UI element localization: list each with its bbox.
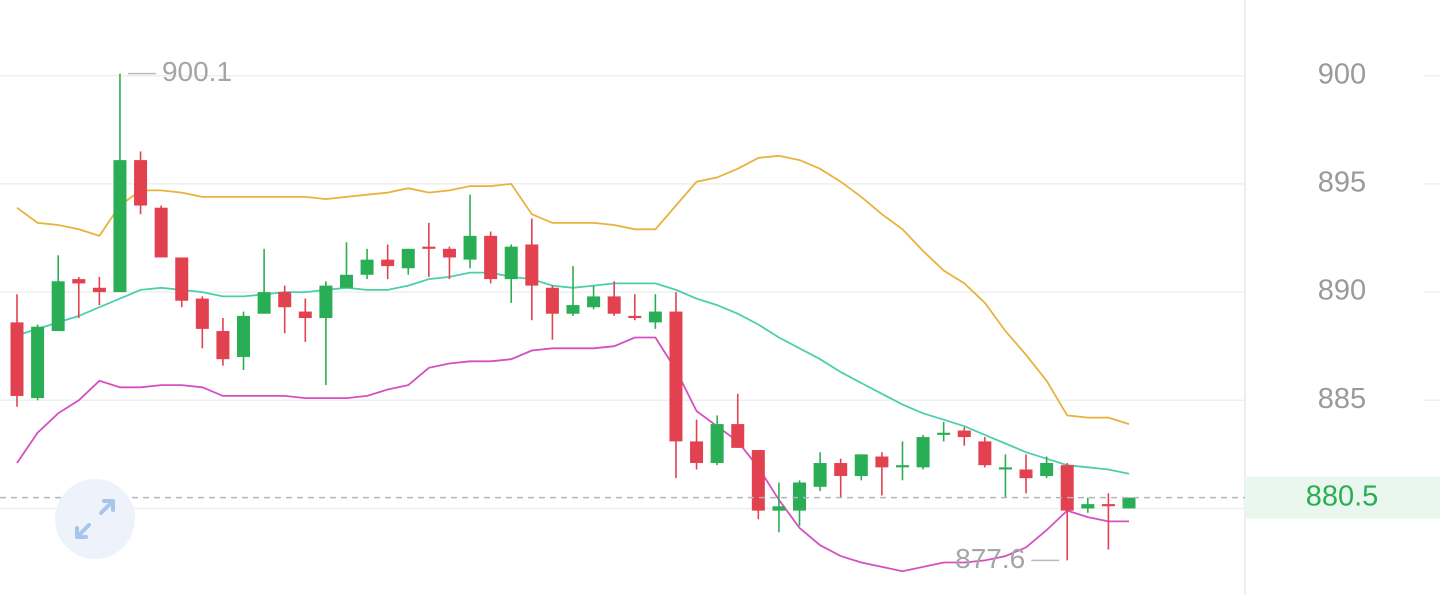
- band-line: [16, 154, 1130, 425]
- y-axis: 880885890895900880.5: [1245, 58, 1440, 523]
- candle-body: [545, 287, 559, 314]
- candle-body: [1060, 465, 1074, 511]
- candle-body: [751, 450, 765, 511]
- candle-body: [772, 506, 786, 511]
- y-tick-label: 890: [1318, 275, 1366, 307]
- candle-body: [978, 441, 992, 466]
- candle-body: [92, 287, 106, 293]
- plot: 900.1 877.6: [0, 56, 1245, 574]
- min-label: 877.6: [955, 543, 1025, 574]
- candle-body: [10, 322, 24, 396]
- candle-body: [566, 305, 580, 314]
- candle-body: [937, 432, 951, 435]
- candle-body: [195, 298, 209, 329]
- candle-body: [401, 248, 415, 269]
- candle-body: [1081, 504, 1095, 509]
- candle-body: [1040, 463, 1054, 476]
- candle-body: [216, 331, 230, 360]
- candle-body: [607, 296, 621, 314]
- candle-body: [154, 207, 168, 258]
- candle-body: [1101, 504, 1115, 507]
- candle-body: [504, 246, 518, 280]
- candle-body: [854, 454, 868, 476]
- candle-body: [813, 463, 827, 487]
- candle-body: [731, 424, 745, 448]
- candle-body: [319, 285, 333, 319]
- candle-body: [257, 292, 271, 314]
- last-price-label: 880.5: [1306, 480, 1379, 512]
- candle-body: [237, 315, 251, 357]
- candle-body: [360, 259, 374, 275]
- candle-body: [484, 235, 498, 280]
- candle-body: [875, 456, 889, 468]
- expand-button[interactable]: [55, 479, 135, 559]
- candle-body: [381, 259, 395, 267]
- candle-body: [298, 311, 312, 319]
- candle-body: [916, 437, 930, 468]
- grid: [0, 74, 1440, 510]
- candle-body: [442, 248, 456, 258]
- expand-button-bg[interactable]: [55, 479, 135, 559]
- candle-body: [587, 296, 601, 308]
- candle-body: [1019, 469, 1033, 479]
- band-line: [16, 336, 1129, 573]
- candle-body: [690, 441, 704, 464]
- candle-body: [175, 257, 189, 301]
- candle-body: [710, 424, 724, 464]
- y-tick-label: 885: [1318, 383, 1366, 415]
- candle-body: [134, 160, 148, 206]
- candle-body: [31, 326, 45, 399]
- expand-icon[interactable]: [75, 499, 115, 539]
- candle-body: [278, 292, 292, 308]
- candle-body: [72, 279, 86, 284]
- y-tick-label: 895: [1318, 167, 1366, 199]
- candle-body: [113, 160, 127, 293]
- last-price-badge: [1245, 476, 1440, 519]
- candle-body: [793, 482, 807, 511]
- candle-body: [834, 463, 848, 476]
- candle-body: [628, 315, 642, 319]
- max-label: 900.1: [162, 56, 232, 87]
- candle-body: [895, 465, 909, 468]
- candle-body: [957, 430, 971, 438]
- y-tick-label: 900: [1318, 58, 1366, 90]
- candle-body: [339, 274, 353, 288]
- candle-body: [669, 311, 683, 442]
- candle-body: [998, 467, 1012, 470]
- candle-body: [648, 311, 662, 323]
- candle-body: [51, 281, 65, 332]
- candle-body: [525, 244, 539, 286]
- candle-body: [422, 246, 436, 249]
- candle-body: [463, 235, 477, 260]
- candle-body: [1122, 497, 1136, 509]
